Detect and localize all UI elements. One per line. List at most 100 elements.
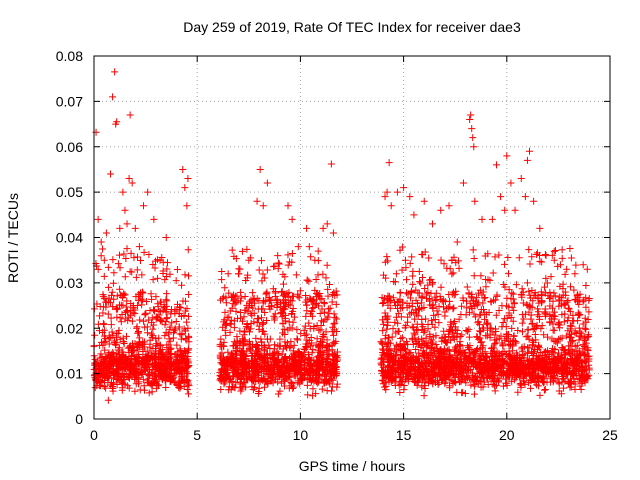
data-point [252, 341, 260, 349]
data-point [109, 256, 117, 264]
data-point [226, 307, 234, 315]
data-point [245, 328, 253, 336]
data-point [257, 335, 265, 343]
data-point [216, 351, 224, 359]
data-point [167, 310, 175, 318]
data-point [138, 369, 146, 377]
data-point [301, 332, 309, 340]
data-point [222, 331, 230, 339]
y-tick-label: 0.02 [56, 320, 83, 336]
data-point [420, 197, 428, 205]
data-point [321, 371, 329, 379]
data-point [149, 325, 157, 333]
data-point [514, 388, 522, 396]
data-point [237, 314, 245, 322]
data-point [429, 304, 437, 312]
data-point [105, 294, 113, 302]
data-point [236, 351, 244, 359]
data-point [417, 279, 425, 287]
data-point [230, 324, 238, 332]
data-point [110, 380, 118, 388]
data-point [135, 297, 143, 305]
data-point [265, 341, 273, 349]
data-point [254, 374, 262, 382]
data-point [133, 266, 141, 274]
data-point [520, 315, 528, 323]
data-point [150, 353, 158, 361]
data-point [469, 246, 477, 254]
data-point [328, 346, 336, 354]
data-point [184, 357, 192, 365]
data-point [523, 156, 531, 164]
data-point [329, 339, 337, 347]
data-point [540, 386, 548, 394]
data-point [150, 306, 158, 314]
data-point [498, 357, 506, 365]
data-point [234, 270, 242, 278]
data-point [136, 292, 144, 300]
data-point [268, 373, 276, 381]
data-point [538, 258, 546, 266]
data-point [223, 314, 231, 322]
data-point [319, 224, 327, 232]
data-point [149, 366, 157, 374]
data-point [310, 304, 318, 312]
data-point [185, 382, 193, 390]
data-point [492, 161, 500, 169]
data-point [536, 257, 544, 265]
data-point [161, 357, 169, 365]
data-point [220, 361, 228, 369]
data-point [249, 289, 257, 297]
data-point [120, 250, 128, 258]
data-point [270, 345, 278, 353]
data-point [541, 250, 549, 258]
data-point [244, 308, 252, 316]
data-point [104, 263, 112, 271]
data-point [156, 317, 164, 325]
data-point [244, 340, 252, 348]
data-point [521, 380, 529, 388]
data-point [282, 299, 290, 307]
data-point [115, 344, 123, 352]
data-point [261, 308, 269, 316]
data-point [161, 276, 169, 284]
data-point [313, 335, 321, 343]
data-point [162, 308, 170, 316]
data-point [563, 265, 571, 273]
data-point [279, 357, 287, 365]
data-point [166, 354, 174, 362]
grid-lines [94, 56, 610, 419]
data-point [537, 325, 545, 333]
data-point [281, 338, 289, 346]
data-point [94, 265, 102, 273]
data-point [118, 363, 126, 371]
data-point [400, 184, 408, 192]
data-point [155, 363, 163, 371]
data-point [163, 344, 171, 352]
data-point [296, 287, 304, 295]
data-point [97, 238, 105, 246]
data-point [231, 369, 239, 377]
data-point [499, 319, 507, 327]
data-point [403, 276, 411, 284]
data-point [131, 367, 139, 375]
data-point [122, 303, 130, 311]
data-point [510, 299, 518, 307]
data-point [232, 379, 240, 387]
data-point [323, 387, 331, 395]
data-point [182, 362, 190, 370]
data-point [100, 355, 108, 363]
y-tick-label: 0 [75, 411, 83, 427]
data-point [250, 318, 258, 326]
data-point [517, 175, 525, 183]
data-point [152, 335, 160, 343]
data-point [184, 346, 192, 354]
data-point [320, 350, 328, 358]
data-point [298, 377, 306, 385]
data-point [162, 272, 170, 280]
data-point [260, 383, 268, 391]
data-point [99, 309, 107, 317]
data-point [310, 371, 318, 379]
data-point [148, 334, 156, 342]
data-point [107, 321, 115, 329]
